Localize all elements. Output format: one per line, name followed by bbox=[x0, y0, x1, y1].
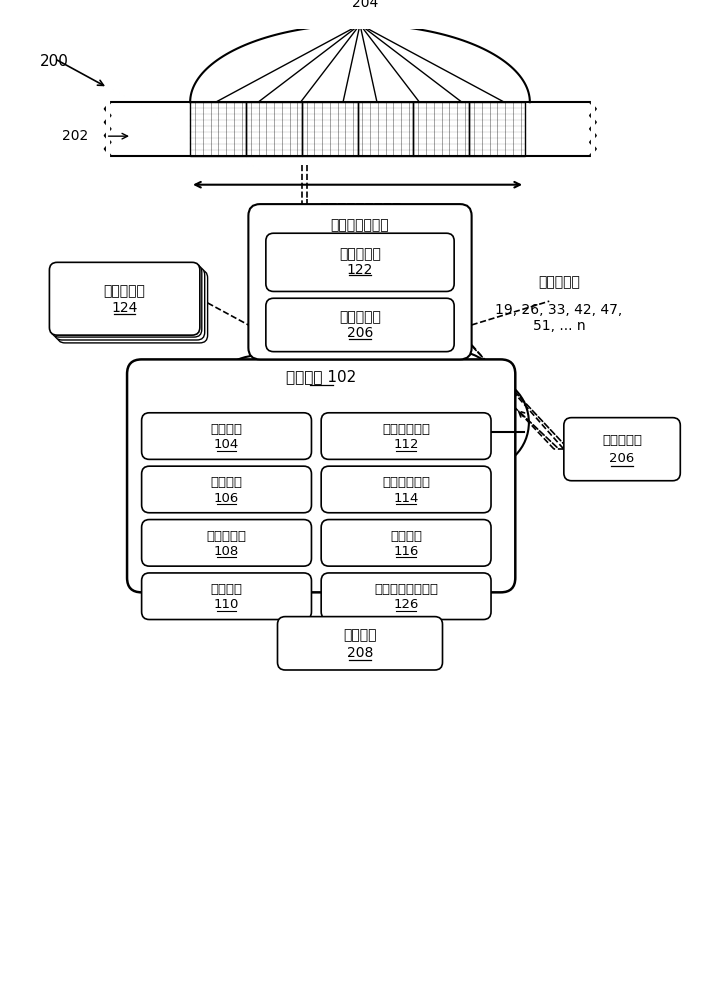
Text: 19, 26, 33, 42, 47,
51, ... n: 19, 26, 33, 42, 47, 51, ... n bbox=[495, 303, 623, 333]
Circle shape bbox=[206, 356, 310, 460]
Bar bbox=[469, 102, 525, 156]
Bar bbox=[413, 102, 469, 156]
Circle shape bbox=[401, 351, 505, 455]
Text: 116: 116 bbox=[393, 545, 419, 558]
FancyBboxPatch shape bbox=[142, 573, 312, 620]
Text: 可用的信道数据库: 可用的信道数据库 bbox=[374, 583, 438, 596]
Text: 122: 122 bbox=[347, 263, 373, 277]
Text: 网络 118: 网络 118 bbox=[354, 471, 405, 486]
Text: 移动检测硬件: 移动检测硬件 bbox=[382, 476, 430, 489]
FancyBboxPatch shape bbox=[321, 413, 491, 459]
FancyBboxPatch shape bbox=[321, 520, 491, 566]
FancyBboxPatch shape bbox=[248, 204, 472, 359]
Text: 126: 126 bbox=[393, 598, 419, 611]
FancyBboxPatch shape bbox=[127, 359, 516, 592]
Text: 106: 106 bbox=[214, 492, 239, 505]
Text: 无线模块: 无线模块 bbox=[210, 423, 243, 436]
Text: 通信应用: 通信应用 bbox=[210, 583, 243, 596]
Text: 206: 206 bbox=[347, 326, 373, 340]
Text: 206: 206 bbox=[609, 452, 635, 465]
Text: 124: 124 bbox=[112, 301, 138, 315]
Text: 108: 108 bbox=[214, 545, 239, 558]
Text: 104: 104 bbox=[214, 438, 239, 451]
Bar bbox=[190, 102, 246, 156]
Text: 信道集合: 信道集合 bbox=[343, 629, 377, 643]
FancyBboxPatch shape bbox=[142, 466, 312, 513]
FancyBboxPatch shape bbox=[142, 413, 312, 459]
Text: 信道数据库服务: 信道数据库服务 bbox=[330, 218, 390, 232]
Text: 信道数据库: 信道数据库 bbox=[339, 248, 381, 262]
Text: 信道标识符: 信道标识符 bbox=[602, 434, 642, 447]
Text: 202: 202 bbox=[62, 129, 89, 143]
FancyBboxPatch shape bbox=[321, 466, 491, 513]
FancyBboxPatch shape bbox=[57, 270, 207, 343]
Text: 信道标识符: 信道标识符 bbox=[339, 310, 381, 324]
Text: 204: 204 bbox=[352, 0, 378, 10]
FancyBboxPatch shape bbox=[266, 233, 454, 291]
Text: 移动模块: 移动模块 bbox=[390, 530, 422, 543]
Text: 208: 208 bbox=[347, 646, 373, 660]
Text: 信道所有者: 信道所有者 bbox=[104, 284, 145, 298]
Text: 200: 200 bbox=[40, 54, 68, 69]
Bar bbox=[246, 102, 302, 156]
Text: 计算设备 102: 计算设备 102 bbox=[286, 369, 356, 384]
Circle shape bbox=[319, 321, 459, 460]
Text: 112: 112 bbox=[393, 438, 419, 451]
FancyBboxPatch shape bbox=[564, 418, 680, 481]
FancyBboxPatch shape bbox=[51, 264, 202, 337]
Text: 110: 110 bbox=[214, 598, 239, 611]
FancyBboxPatch shape bbox=[50, 262, 200, 335]
Bar bbox=[302, 102, 358, 156]
Text: 120: 120 bbox=[347, 234, 373, 248]
FancyBboxPatch shape bbox=[54, 267, 204, 340]
FancyBboxPatch shape bbox=[142, 520, 312, 566]
Circle shape bbox=[252, 329, 380, 457]
Text: 可用的信道: 可用的信道 bbox=[538, 275, 580, 289]
FancyBboxPatch shape bbox=[321, 573, 491, 620]
Bar bbox=[358, 102, 413, 156]
Text: 无线硬件: 无线硬件 bbox=[210, 476, 243, 489]
FancyBboxPatch shape bbox=[266, 298, 454, 352]
FancyBboxPatch shape bbox=[277, 617, 443, 670]
Text: 114: 114 bbox=[393, 492, 419, 505]
Text: 设备驱动器: 设备驱动器 bbox=[207, 530, 246, 543]
Circle shape bbox=[436, 376, 529, 469]
Text: 频率（例如，赫兹）: 频率（例如，赫兹） bbox=[319, 202, 401, 217]
Text: 地理位置模块: 地理位置模块 bbox=[382, 423, 430, 436]
